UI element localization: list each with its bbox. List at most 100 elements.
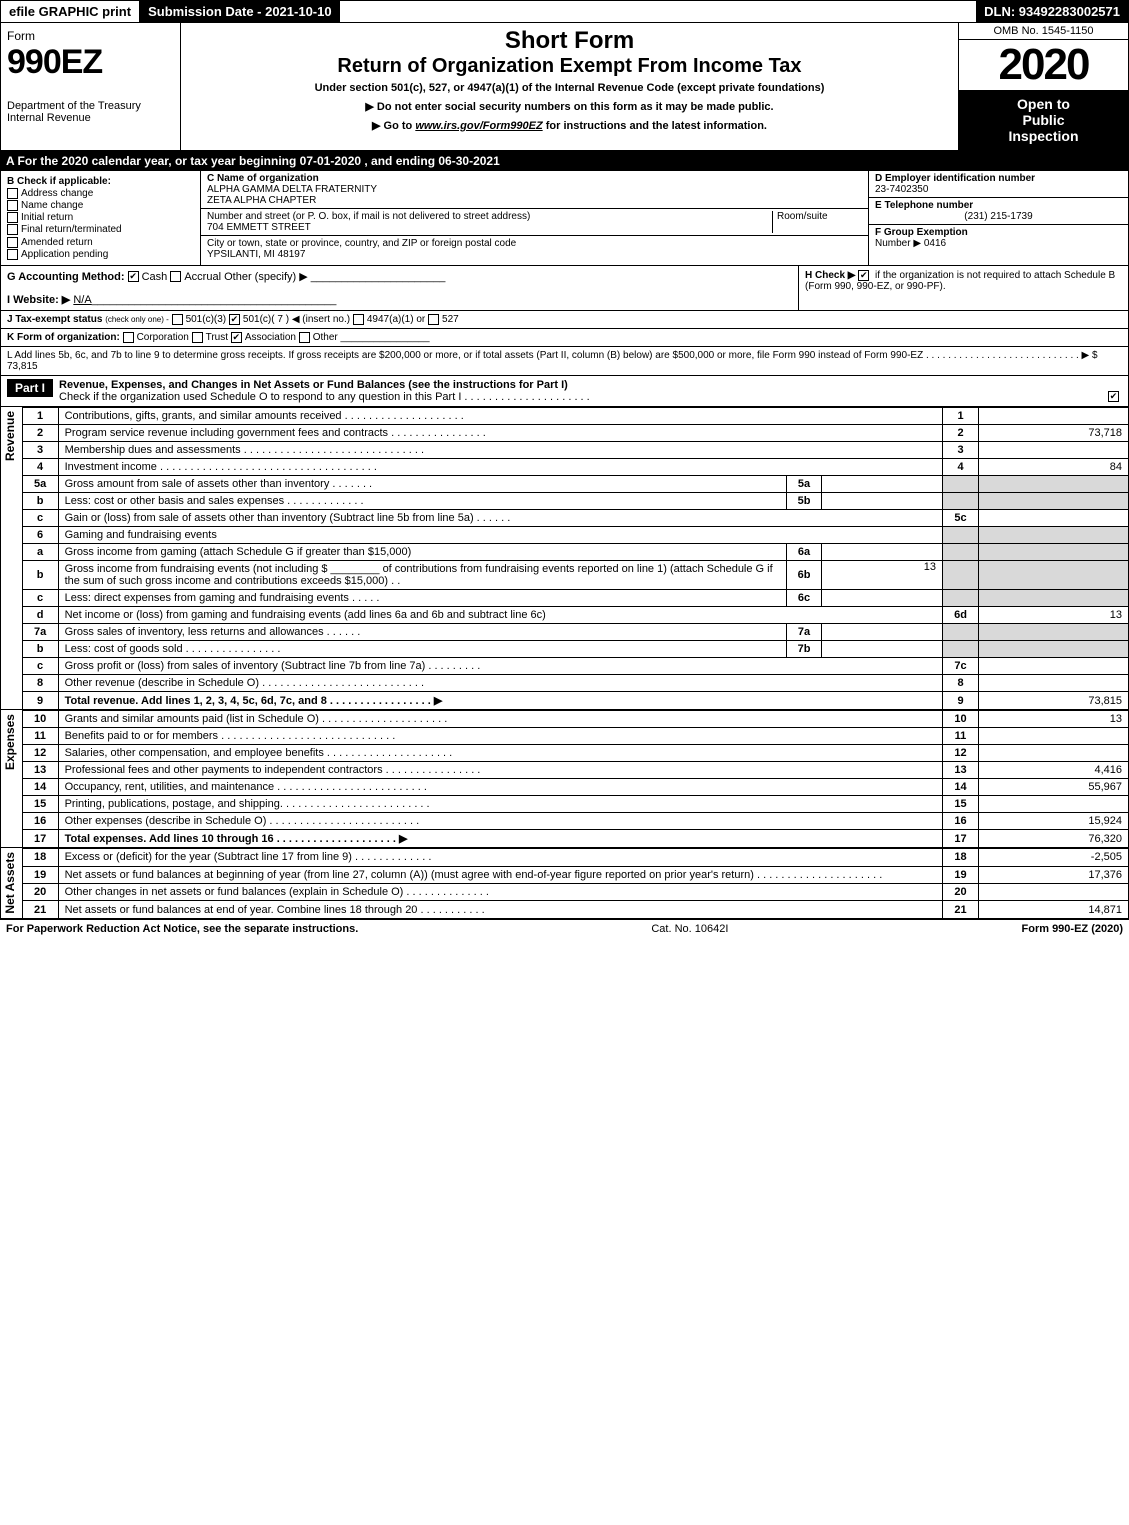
k-row: K Form of organization: Corporation Trus… <box>0 329 1129 347</box>
line-6: 6Gaming and fundraising events <box>22 527 1128 544</box>
footer-right-post: (2020) <box>1088 923 1123 935</box>
goto-tail: for instructions and the latest informat… <box>543 120 767 132</box>
g-accrual: Accrual <box>184 271 221 283</box>
topbar-spacer <box>340 1 977 22</box>
h-check: H Check ▶ if the organization is not req… <box>798 266 1128 310</box>
revenue-label: Revenue <box>1 407 19 465</box>
k-assoc: Association <box>245 332 296 343</box>
open-to: Open to <box>965 96 1122 112</box>
h-label: H Check ▶ <box>805 270 855 281</box>
line-6d: dNet income or (loss) from gaming and fu… <box>22 607 1128 624</box>
j-note: (check only one) - <box>105 315 169 324</box>
part1-title-row: Part I Revenue, Expenses, and Changes in… <box>0 376 1129 407</box>
city-label: City or town, state or province, country… <box>207 238 516 249</box>
ein-row: D Employer identification number 23-7402… <box>869 171 1128 198</box>
irs-label: Internal Revenue <box>7 112 174 124</box>
revenue-section: Revenue 1Contributions, gifts, grants, a… <box>0 407 1129 710</box>
city-row: City or town, state or province, country… <box>201 236 868 262</box>
section-def: D Employer identification number 23-7402… <box>868 171 1128 265</box>
g-accounting: G Accounting Method: Cash Accrual Other … <box>1 266 798 310</box>
check-accrual[interactable] <box>170 271 181 282</box>
public: Public <box>965 112 1122 128</box>
k-trust: Trust <box>206 332 228 343</box>
j-501c3: 501(c)(3) <box>186 314 227 325</box>
goto-link[interactable]: www.irs.gov/Form990EZ <box>415 120 542 132</box>
e-label: E Telephone number <box>875 200 973 211</box>
line-1: 1Contributions, gifts, grants, and simil… <box>22 408 1128 425</box>
check-name-change[interactable] <box>7 200 18 211</box>
netassets-label: Net Assets <box>1 848 19 918</box>
form-number: 990EZ <box>7 43 174 82</box>
f-label2: Number ▶ <box>875 238 921 249</box>
line-17: 17Total expenses. Add lines 10 through 1… <box>22 830 1128 848</box>
l-amount: 73,815 <box>7 361 38 372</box>
efile-print[interactable]: efile GRAPHIC print <box>1 1 140 22</box>
line-7c: cGross profit or (loss) from sales of in… <box>22 658 1128 675</box>
omb-number: OMB No. 1545-1150 <box>959 23 1128 40</box>
short-form-title: Short Form <box>189 27 950 55</box>
initial-return-label: Initial return <box>21 212 73 223</box>
inspection: Inspection <box>965 128 1122 144</box>
g-other: Other (specify) ▶ <box>224 271 308 283</box>
line-5a: 5aGross amount from sale of assets other… <box>22 476 1128 493</box>
check-4947[interactable] <box>353 314 364 325</box>
g-cash: Cash <box>142 271 168 283</box>
netassets-section: Net Assets 18Excess or (deficit) for the… <box>0 848 1129 919</box>
check-h[interactable] <box>858 270 869 281</box>
check-other[interactable] <box>299 332 310 343</box>
line-16: 16Other expenses (describe in Schedule O… <box>22 813 1128 830</box>
g-label: G Accounting Method: <box>7 271 125 283</box>
city-value: YPSILANTI, MI 48197 <box>207 249 305 260</box>
expenses-section: Expenses 10Grants and similar amounts pa… <box>0 710 1129 848</box>
expenses-vlabel: Expenses <box>0 710 22 848</box>
check-final-return[interactable] <box>7 224 18 235</box>
check-trust[interactable] <box>192 332 203 343</box>
check-addr-change[interactable] <box>7 188 18 199</box>
org-name-1: ALPHA GAMMA DELTA FRATERNITY <box>207 184 377 195</box>
amended-return-label: Amended return <box>21 237 93 248</box>
check-501c[interactable] <box>229 314 240 325</box>
section-b-checks: B Check if applicable: Address change Na… <box>1 171 201 265</box>
app-pending-label: Application pending <box>21 249 108 260</box>
period-bar: A For the 2020 calendar year, or tax yea… <box>0 151 1129 171</box>
addr-label: Number and street (or P. O. box, if mail… <box>207 211 530 222</box>
line-10: 10Grants and similar amounts paid (list … <box>22 711 1128 728</box>
netassets-table: 18Excess or (deficit) for the year (Subt… <box>22 848 1129 919</box>
line-3: 3Membership dues and assessments . . . .… <box>22 442 1128 459</box>
check-assoc[interactable] <box>231 332 242 343</box>
check-corp[interactable] <box>123 332 134 343</box>
check-527[interactable] <box>428 314 439 325</box>
check-part1-schedule-o[interactable] <box>1108 391 1119 402</box>
j-label: J Tax-exempt status <box>7 314 102 325</box>
header-middle: Short Form Return of Organization Exempt… <box>181 23 958 150</box>
open-public-box: Open to Public Inspection <box>959 90 1128 150</box>
line-15: 15Printing, publications, postage, and s… <box>22 796 1128 813</box>
i-value: N/A <box>73 294 91 306</box>
header-right: OMB No. 1545-1150 2020 Open to Public In… <box>958 23 1128 150</box>
check-initial-return[interactable] <box>7 212 18 223</box>
header-left: Form 990EZ Department of the Treasury In… <box>1 23 181 150</box>
j-4947: 4947(a)(1) or <box>367 314 425 325</box>
check-app-pending[interactable] <box>7 249 18 260</box>
line-20: 20Other changes in net assets or fund ba… <box>22 883 1128 900</box>
f-label: F Group Exemption <box>875 227 968 238</box>
check-amended-return[interactable] <box>7 237 18 248</box>
room-suite-label: Room/suite <box>772 211 862 233</box>
check-501c3[interactable] <box>172 314 183 325</box>
goto-pre: ▶ Go to <box>372 120 415 132</box>
org-name-2: ZETA ALPHA CHAPTER <box>207 195 316 206</box>
line-7a: 7aGross sales of inventory, less returns… <box>22 624 1128 641</box>
l-text: L Add lines 5b, 6c, and 7b to line 9 to … <box>7 350 1098 361</box>
line-2: 2Program service revenue including gover… <box>22 425 1128 442</box>
l-row: L Add lines 5b, 6c, and 7b to line 9 to … <box>0 347 1129 376</box>
k-label: K Form of organization: <box>7 332 120 343</box>
j-501c: 501(c)( 7 ) ◀ (insert no.) <box>243 314 350 325</box>
line-6b: bGross income from fundraising events (n… <box>22 561 1128 590</box>
section-bcdef: B Check if applicable: Address change Na… <box>0 171 1129 266</box>
page-footer: For Paperwork Reduction Act Notice, see … <box>0 919 1129 938</box>
form-word: Form <box>7 29 174 43</box>
k-corp: Corporation <box>137 332 189 343</box>
revenue-table: 1Contributions, gifts, grants, and simil… <box>22 407 1129 710</box>
line-11: 11Benefits paid to or for members . . . … <box>22 728 1128 745</box>
check-cash[interactable] <box>128 271 139 282</box>
